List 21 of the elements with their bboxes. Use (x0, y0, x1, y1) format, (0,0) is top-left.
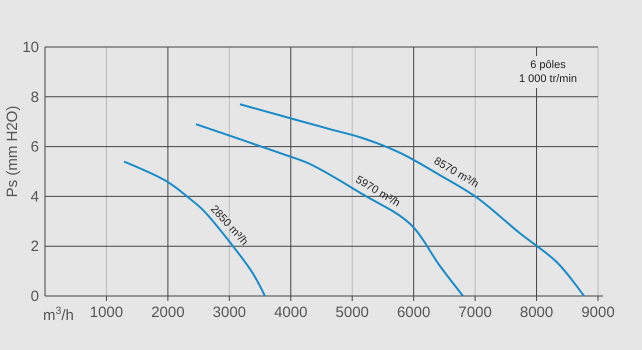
x-tick-label: 8000 (520, 304, 554, 321)
y-tick-label: 0 (30, 288, 39, 305)
annotation: 6 pôles 1 000 tr/min (518, 59, 578, 85)
x-tick-label: 2000 (151, 304, 185, 321)
x-tick-label: 3000 (212, 304, 246, 321)
y-tick-label: 8 (30, 88, 39, 106)
x-tick-label: 4000 (274, 304, 308, 321)
line-series (123, 160, 266, 297)
x-tick-label: 5000 (336, 304, 369, 321)
text: 5970 m³/h (353, 174, 402, 210)
y-tick-label: 2 (30, 238, 39, 256)
y-tick-label: 10 (22, 39, 39, 56)
y-axis-title: Ps (mm H2O) (4, 106, 21, 198)
text: 8570 m³/h (432, 155, 481, 190)
y-tick-label: 4 (30, 188, 39, 206)
x-axis-title: m$^{3}$/h (43, 305, 74, 324)
x-tick-label: 6000 (396, 304, 430, 321)
x-tick-label: 1000 (90, 304, 124, 321)
y-tick-label: 6 (30, 138, 39, 156)
x-tick-label: 9000 (581, 304, 615, 321)
x-tick-label: 7000 (458, 304, 492, 321)
